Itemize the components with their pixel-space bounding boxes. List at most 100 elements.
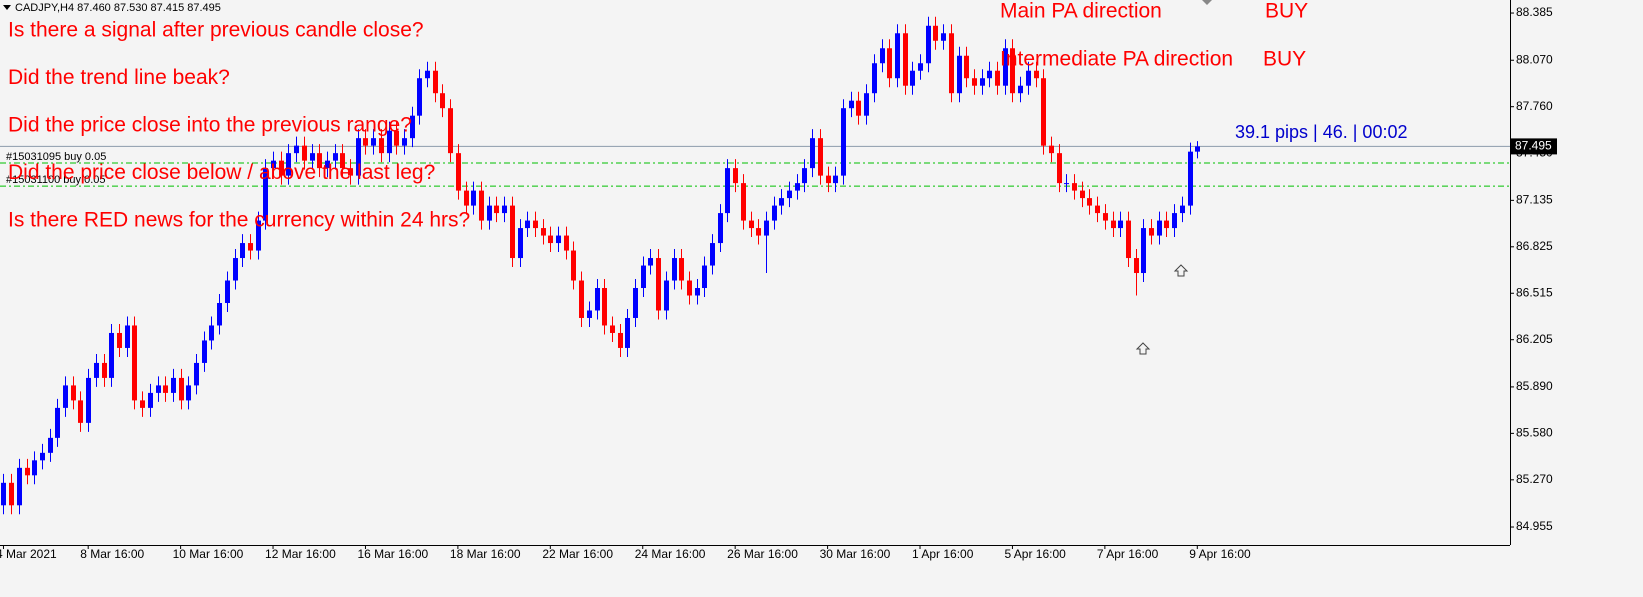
candle-body: [1018, 85, 1023, 94]
chart-header: CADJPY,H4 87.460 87.530 87.415 87.495: [15, 2, 221, 14]
candle-body: [987, 70, 992, 79]
candle-body: [456, 153, 461, 191]
candle-body: [433, 70, 438, 94]
candle-body: [140, 400, 145, 408]
candle-body: [348, 168, 353, 176]
y-tick-label: 85.890: [1516, 379, 1553, 393]
candle-body: [17, 467, 22, 506]
x-tick-label: 30 Mar 16:00: [820, 547, 891, 561]
question-text: Did the price close into the previous ra…: [8, 114, 412, 137]
candle-body: [1041, 78, 1046, 146]
candle-body: [1034, 70, 1039, 79]
y-tick-label: 84.955: [1516, 519, 1553, 533]
candle-body: [279, 160, 284, 176]
pa-value: BUY: [1263, 48, 1306, 71]
candle-body: [225, 280, 230, 303]
timer-label: 39.1 pips | 46. | 00:02: [1235, 122, 1407, 142]
x-tick-label: 10 Mar 16:00: [173, 547, 244, 561]
y-tick-label: 85.580: [1516, 426, 1553, 440]
candle-body: [1003, 48, 1008, 86]
candle-body: [541, 228, 546, 236]
candle-body: [202, 340, 207, 363]
candle-body: [94, 362, 99, 378]
candle-body: [1126, 220, 1131, 259]
candle-body: [1180, 205, 1185, 214]
up-arrow: [1173, 264, 1189, 277]
x-tick-label: 4 Mar 2021: [0, 547, 57, 561]
candle-body: [625, 317, 630, 348]
x-tick-label: 5 Apr 16:00: [1004, 547, 1066, 561]
candle-body: [733, 168, 738, 184]
candle-body: [1095, 205, 1100, 214]
candle-body: [941, 33, 946, 41]
candle-body: [672, 258, 677, 281]
candle-body: [32, 460, 37, 476]
x-tick-label: 7 Apr 16:00: [1097, 547, 1159, 561]
x-tick-label: 8 Mar 16:00: [80, 547, 144, 561]
candle-body: [9, 482, 14, 506]
candle-body: [1, 482, 6, 506]
candle-body: [903, 33, 908, 86]
panel-marker: [1202, 0, 1212, 5]
question-text: Did the trend line beak?: [8, 66, 230, 89]
candle-body: [764, 220, 769, 236]
candle-body: [564, 235, 569, 251]
candle-body: [687, 280, 692, 296]
candle-body: [957, 55, 962, 94]
candle-body: [325, 160, 330, 169]
candle-body: [186, 385, 191, 401]
candle-body: [980, 78, 985, 86]
symbol-menu-icon[interactable]: [3, 5, 11, 10]
question-text: Is there a signal after previous candle …: [8, 19, 424, 42]
candle-body: [48, 437, 53, 453]
candle-body: [410, 115, 415, 139]
candle-body: [556, 235, 561, 244]
x-tick-label: 12 Mar 16:00: [265, 547, 336, 561]
up-arrow: [1135, 342, 1151, 355]
candle-body: [156, 385, 161, 393]
candle-body: [1195, 146, 1200, 152]
candle-body: [163, 385, 168, 393]
candle-body: [1080, 190, 1085, 199]
candle-body: [1064, 183, 1069, 185]
candle-body: [510, 205, 515, 259]
candle-body: [471, 190, 476, 206]
candle-body: [864, 93, 869, 116]
candle-body: [356, 138, 361, 176]
candle-body: [464, 190, 469, 206]
candle-body: [1188, 151, 1193, 206]
y-tick-label: 87.135: [1516, 193, 1553, 207]
y-tick-label: 88.385: [1516, 5, 1553, 19]
order-label: #15031095 buy 0.05: [6, 151, 106, 163]
candle-body: [340, 153, 345, 169]
x-tick-label: 16 Mar 16:00: [357, 547, 428, 561]
question-text: Did the price close below / above the la…: [8, 161, 435, 184]
candle-body: [394, 130, 399, 146]
candle-body: [417, 78, 422, 116]
y-tick-label: 85.270: [1516, 472, 1553, 486]
candle-body: [887, 48, 892, 79]
candle-body: [371, 138, 376, 146]
candle-body: [379, 138, 384, 154]
candle-body: [1049, 145, 1054, 154]
candle-body: [425, 70, 430, 79]
candle-body: [725, 168, 730, 214]
candle-body: [964, 55, 969, 79]
candle-body: [117, 332, 122, 348]
candle-body: [256, 220, 261, 251]
candle-body: [102, 362, 107, 378]
candle-body: [302, 145, 307, 161]
candle-body: [494, 205, 499, 214]
candle-body: [533, 220, 538, 229]
candle-body: [695, 288, 700, 296]
candle-body: [363, 138, 368, 146]
candle-body: [926, 25, 931, 64]
candle-body: [810, 138, 815, 169]
candle-body: [895, 33, 900, 79]
candle-body: [841, 108, 846, 176]
candle-body: [818, 138, 823, 176]
candle-body: [71, 385, 76, 401]
candle-body: [710, 243, 715, 266]
candle-body: [548, 235, 553, 244]
